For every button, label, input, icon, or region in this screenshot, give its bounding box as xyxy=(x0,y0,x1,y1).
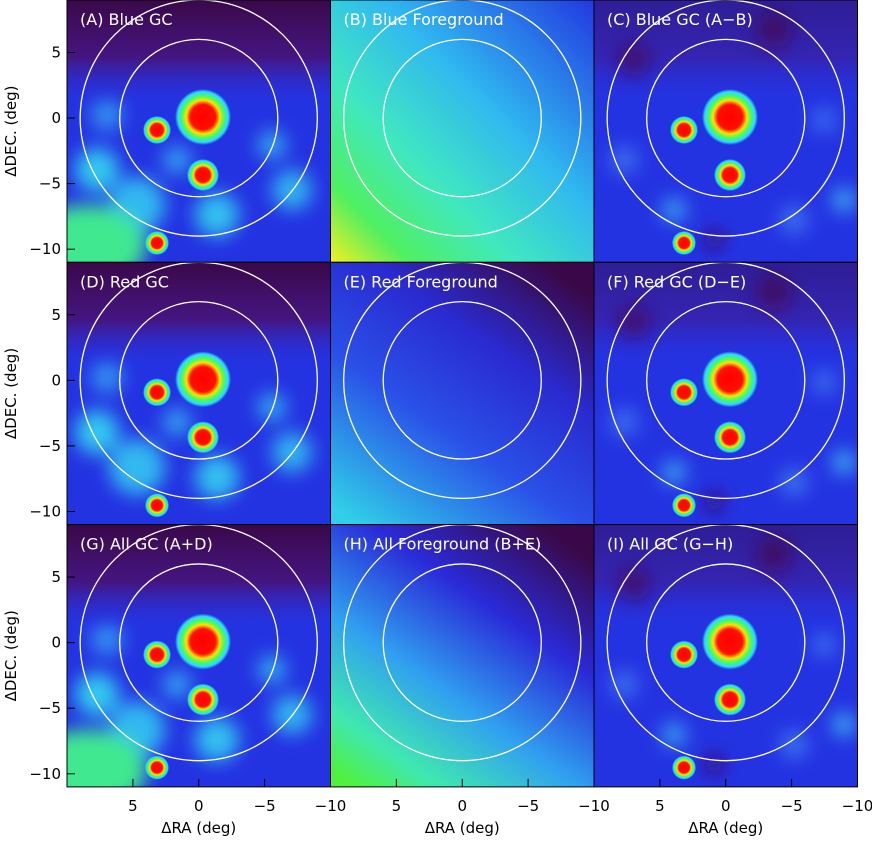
source xyxy=(143,640,171,669)
y-tick-label: −10 xyxy=(29,240,61,258)
source xyxy=(145,231,169,255)
y-tick-label: 0 xyxy=(51,371,61,389)
source xyxy=(670,378,698,407)
source xyxy=(175,613,231,670)
panel xyxy=(594,524,858,787)
source xyxy=(187,683,219,716)
x-tick-label: −10 xyxy=(578,797,610,815)
y-tick-label: 0 xyxy=(51,109,61,127)
foreground-map xyxy=(330,0,594,263)
source xyxy=(672,231,696,255)
panel xyxy=(67,524,331,787)
aperture-circle xyxy=(343,524,582,762)
aperture-circle xyxy=(646,300,806,460)
panel-title: (D) Red GC xyxy=(80,272,169,291)
aperture-circle xyxy=(119,300,279,460)
x-tick-label: 0 xyxy=(194,797,204,815)
source xyxy=(670,116,698,144)
panel-title: (F) Red GC (D−E) xyxy=(607,272,746,291)
panel xyxy=(67,0,331,263)
y-tick-label: −5 xyxy=(39,699,61,717)
panel xyxy=(594,0,858,263)
y-tick-label: −5 xyxy=(39,175,61,193)
y-tick-label: 0 xyxy=(51,634,61,652)
panel-title: (I) All GC (G−H) xyxy=(607,535,733,554)
panel xyxy=(67,262,331,525)
y-tick-label: 5 xyxy=(51,306,61,324)
y-tick-label: −10 xyxy=(29,502,61,520)
panel-title: (E) Red Foreground xyxy=(344,272,498,291)
x-tick-label: −10 xyxy=(315,797,347,815)
aperture-circle xyxy=(382,563,542,722)
panel xyxy=(330,0,594,263)
panel-title: (A) Blue GC xyxy=(80,10,173,29)
source xyxy=(187,159,219,191)
aperture-circle xyxy=(79,524,318,762)
aperture-circle xyxy=(382,300,542,460)
y-axis-label: ΔDEC. (deg) xyxy=(2,86,20,177)
y-axis-label: ΔDEC. (deg) xyxy=(2,348,20,439)
source xyxy=(145,755,169,780)
x-tick-label: 5 xyxy=(655,797,665,815)
source xyxy=(702,351,758,408)
source xyxy=(672,755,696,780)
y-axis-label: ΔDEC. (deg) xyxy=(2,610,20,701)
y-tick-label: −10 xyxy=(29,765,61,783)
source xyxy=(672,493,696,518)
aperture-circle xyxy=(382,38,542,198)
y-tick-label: 5 xyxy=(51,568,61,586)
source xyxy=(670,640,698,669)
x-tick-label: −10 xyxy=(842,797,872,815)
source xyxy=(175,351,231,408)
source xyxy=(187,421,219,454)
source xyxy=(143,378,171,407)
source xyxy=(175,89,231,145)
panel-title: (B) Blue Foreground xyxy=(344,10,504,29)
x-axis-label: ΔRA (deg) xyxy=(688,819,763,837)
panel xyxy=(594,262,858,525)
aperture-circle xyxy=(606,262,845,499)
panel-title: (G) All GC (A+D) xyxy=(80,535,213,554)
x-tick-label: 5 xyxy=(128,797,138,815)
x-tick-label: 0 xyxy=(457,797,467,815)
source xyxy=(714,683,746,716)
foreground-map xyxy=(330,262,594,525)
y-tick-label: 5 xyxy=(51,43,61,61)
aperture-circle xyxy=(343,0,582,237)
panel-title: (H) All Foreground (B+E) xyxy=(344,535,542,554)
source xyxy=(143,116,171,144)
y-tick-label: −5 xyxy=(39,437,61,455)
x-axis-label: ΔRA (deg) xyxy=(161,819,236,837)
panel-title: (C) Blue GC (A−B) xyxy=(607,10,753,29)
aperture-circle xyxy=(646,38,806,198)
x-axis-label: ΔRA (deg) xyxy=(425,819,500,837)
panel xyxy=(330,524,594,787)
aperture-circle xyxy=(606,0,845,237)
x-tick-label: −5 xyxy=(517,797,539,815)
x-tick-label: −5 xyxy=(781,797,803,815)
aperture-circle xyxy=(606,524,845,762)
aperture-circle xyxy=(79,262,318,499)
source xyxy=(145,493,169,518)
x-tick-label: 0 xyxy=(721,797,731,815)
aperture-circle xyxy=(119,38,279,198)
aperture-circle xyxy=(343,262,582,499)
foreground-map xyxy=(330,524,594,787)
aperture-circle xyxy=(79,0,318,237)
source xyxy=(714,159,746,191)
panel xyxy=(330,262,594,525)
source xyxy=(702,613,758,670)
source xyxy=(714,421,746,454)
aperture-circle xyxy=(646,563,806,722)
aperture-circle xyxy=(119,563,279,722)
x-tick-label: −5 xyxy=(254,797,276,815)
x-tick-label: 5 xyxy=(392,797,402,815)
source xyxy=(702,89,758,145)
